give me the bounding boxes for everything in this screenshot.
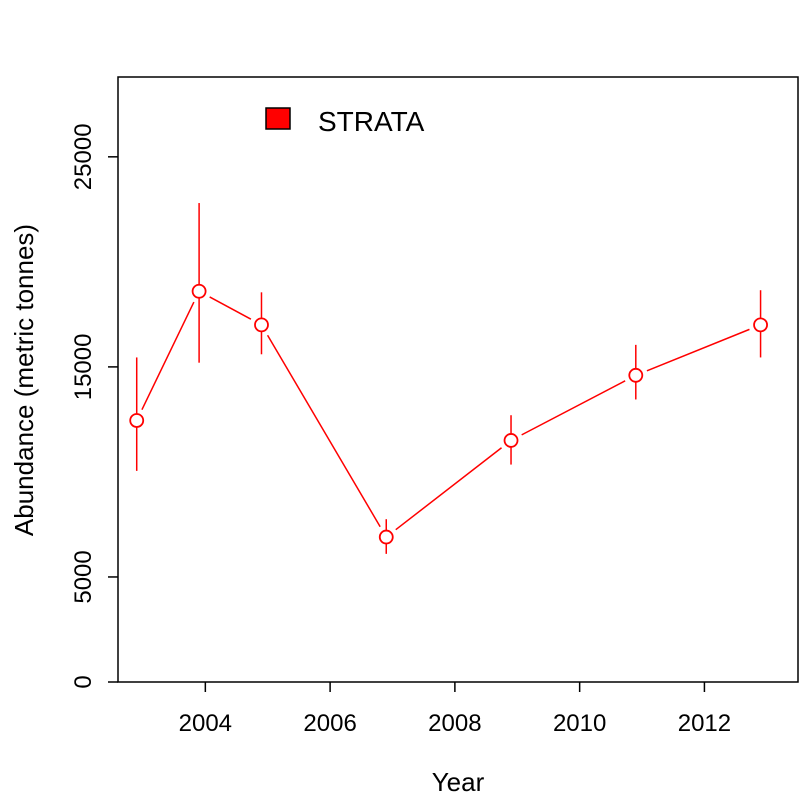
y-tick-label: 0 — [70, 675, 97, 688]
legend-label: STRATA — [318, 106, 425, 137]
data-point — [503, 433, 519, 448]
series-line-segment — [395, 447, 502, 531]
series-line-segment — [646, 328, 750, 372]
legend: STRATA — [265, 106, 425, 137]
data-point — [753, 317, 768, 333]
series-line-segment — [141, 301, 195, 410]
y-tick-label: 25000 — [70, 123, 97, 190]
data-point — [191, 283, 207, 299]
y-tick-label: 5000 — [70, 550, 97, 603]
data-point — [129, 413, 145, 428]
x-axis-title: Year — [432, 767, 485, 797]
x-tick-label: 2012 — [678, 710, 731, 737]
y-axis-title: Abundance (metric tonnes) — [9, 224, 39, 536]
x-tick-label: 2004 — [179, 710, 232, 737]
series-line-segment — [521, 380, 626, 436]
series-line-segment — [266, 334, 381, 528]
plot-box — [117, 76, 799, 683]
x-tick-label: 2010 — [553, 710, 606, 737]
data-point — [378, 529, 394, 545]
data-point — [254, 317, 269, 333]
series-layer — [129, 203, 768, 554]
y-tick-label: 15000 — [70, 334, 97, 401]
x-axis: 2004 2006 2008 2010 2012 — [179, 682, 731, 737]
x-tick-label: 2008 — [428, 710, 481, 737]
data-point — [628, 367, 644, 383]
y-axis: 0 5000 15000 25000 — [70, 123, 118, 689]
series-line-segment — [209, 296, 252, 320]
x-tick-label: 2006 — [303, 710, 356, 737]
legend-swatch — [265, 107, 291, 130]
